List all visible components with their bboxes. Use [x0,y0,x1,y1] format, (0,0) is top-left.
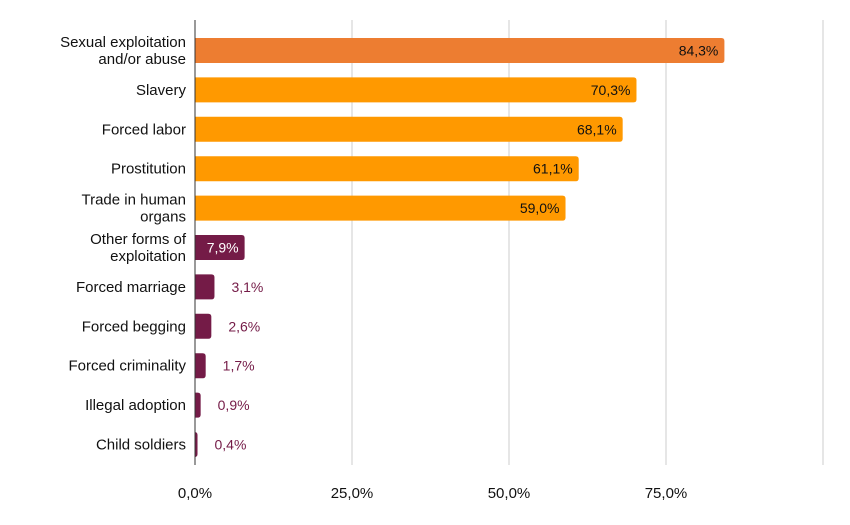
value-label: 2,6% [228,318,260,334]
category-label: Forced marriage [76,279,186,296]
category-label: exploitation [110,248,186,265]
value-label: 0,9% [218,397,250,413]
category-label: Illegal adoption [85,397,186,414]
value-label: 61,1% [533,161,573,177]
category-label: Slavery [136,82,187,99]
category-label: Forced criminality [68,358,186,375]
bar [195,116,623,142]
bar [195,77,637,103]
value-label: 68,1% [577,121,617,137]
category-label: and/or abuse [98,51,186,68]
bar [195,274,215,300]
bar [195,38,725,63]
bar [195,195,566,221]
x-tick-label: 50,0% [488,485,531,502]
category-label: Child soldiers [96,437,186,454]
category-label: Sexual exploitation [60,34,186,51]
value-label: 0,4% [215,437,247,453]
bar [195,235,245,260]
value-label: 7,9% [207,240,239,256]
bar [195,353,206,379]
x-tick-label: 25,0% [331,485,374,502]
value-label: 3,1% [231,279,263,295]
category-label: Trade in human [81,192,186,209]
value-label: 84,3% [679,43,719,59]
bar [195,392,201,418]
x-tick-label: 75,0% [645,485,688,502]
category-label: organs [140,209,186,226]
bars [194,38,725,457]
category-label: Forced begging [82,318,186,335]
bar [195,156,579,182]
value-labels: 84,3% 70,3% 68,1% 61,1% 59,0% 7,9% 3,1% 2,6% 1,7… [207,43,719,453]
x-axis-ticks: 0,0% 25,0% 50,0% 75,0% [178,485,687,502]
category-label: Forced labor [102,121,186,138]
value-label: 1,7% [223,358,255,374]
category-label: Prostitution [111,161,186,178]
value-label: 59,0% [520,200,560,216]
value-label: 70,3% [591,82,631,98]
x-tick-label: 0,0% [178,485,212,502]
category-label: Other forms of [90,231,187,248]
bar [195,313,212,339]
